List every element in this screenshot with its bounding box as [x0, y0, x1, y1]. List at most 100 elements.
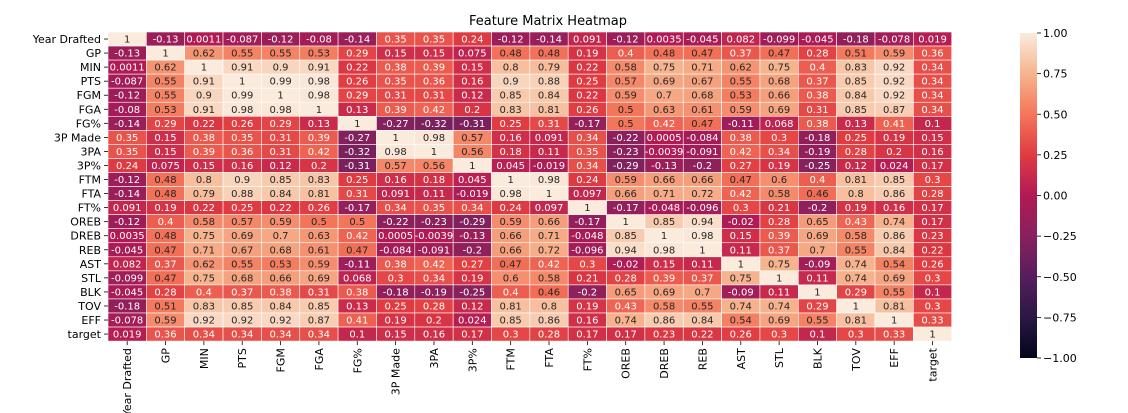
colorbar-gradient: [1020, 33, 1037, 358]
cell-value-label: -0.29: [613, 161, 639, 172]
cell-value-label: -0.045: [686, 35, 718, 46]
cell-value-label: 0.4: [810, 63, 826, 74]
cell-value-label: 0.46: [806, 189, 828, 200]
cell-value-label: 0.65: [615, 287, 637, 298]
cell-value-label: 0.35: [576, 147, 598, 158]
cell-value-label: 0.26: [308, 203, 330, 214]
cell-value-label: -0.18: [114, 301, 140, 312]
cell-value-label: 0.71: [538, 231, 560, 242]
cell-value-label: 0.59: [615, 175, 637, 186]
cell-value-label: 0.7: [694, 287, 710, 298]
cell-value-label: 0.29: [346, 49, 368, 60]
cell-value-label: -0.2: [578, 287, 598, 298]
cell-value-label: 0.47: [500, 259, 522, 270]
x-tick-label: FTM: [505, 348, 518, 370]
cell-value-label: 0.39: [384, 105, 406, 116]
cell-value-label: 0.69: [768, 316, 790, 327]
cell-value-label: 0.66: [538, 217, 560, 228]
cell-value-label: 0.85: [308, 301, 330, 312]
cell-value-label: 0.12: [461, 301, 483, 312]
cell-value-label: 0.98: [384, 147, 406, 158]
cell-value-label: 0.3: [848, 330, 864, 341]
cell-value-label: -0.17: [344, 203, 370, 214]
cell-value-label: 0.58: [768, 189, 790, 200]
cell-value-label: -0.0039: [645, 147, 684, 158]
cell-value-label: 0.22: [576, 91, 598, 102]
cell-value-label: 1: [124, 35, 130, 46]
cell-value-label: 0.68: [269, 245, 291, 256]
cell-value-label: -0.09: [805, 259, 831, 270]
cell-value-label: 0.15: [384, 49, 406, 60]
cell-value-label: 0.48: [500, 49, 522, 60]
colorbar-tick-label: −0.75: [1043, 311, 1077, 324]
cell-value-label: 0.48: [154, 175, 176, 186]
cell-value-label: 0.85: [615, 231, 637, 242]
cell-value-label: -0.14: [114, 189, 140, 200]
cell-value-label: 0.082: [113, 259, 142, 270]
cell-value-label: 0.3: [771, 133, 787, 144]
heatmap-cells: 1 -0.13 0.0011 -0.087 -0.12 -0.08 -0.14 0.35 0.3…: [107, 31, 952, 342]
cell-value-label: 0.22: [346, 63, 368, 74]
cell-value-label: 0.9: [503, 77, 519, 88]
cell-value-label: 0.38: [806, 91, 828, 102]
cell-value-label: 0.43: [615, 301, 637, 312]
cell-value-label: 0.84: [691, 316, 713, 327]
cell-value-label: 0.1: [925, 119, 941, 130]
cell-value-label: 0.12: [269, 161, 291, 172]
cell-value-label: 0.42: [730, 189, 752, 200]
cell-value-label: 0.81: [500, 301, 522, 312]
cell-value-label: 0.7: [273, 231, 289, 242]
cell-value-label: 0.9: [196, 91, 212, 102]
cell-value-label: -0.045: [801, 35, 833, 46]
cell-value-label: 0.59: [269, 217, 291, 228]
cell-value-label: 0.85: [845, 105, 867, 116]
cell-value-label: 0.53: [308, 49, 330, 60]
cell-value-label: 0.1: [349, 330, 365, 341]
cell-value-label: 0.98: [269, 105, 291, 116]
x-tick-label: FTA: [543, 348, 556, 368]
cell-value-label: 0.63: [653, 105, 675, 116]
cell-value-label: 0.38: [806, 119, 828, 130]
cell-value-label: 0.19: [576, 49, 598, 60]
cell-value-label: -0.02: [613, 259, 639, 270]
cell-value-label: 0.84: [883, 245, 905, 256]
cell-value-label: -0.17: [574, 119, 600, 130]
y-tick-label: REB: [79, 244, 101, 257]
cell-value-label: 0.67: [231, 245, 253, 256]
cell-value-label: 0.29: [269, 119, 291, 130]
x-tick-label: TOV: [850, 348, 863, 372]
cell-value-label: 0.38: [730, 133, 752, 144]
cell-value-label: -0.12: [114, 175, 140, 186]
cell-value-label: 0.66: [768, 91, 790, 102]
cell-value-label: 0.17: [921, 203, 943, 214]
cell-value-label: 1: [584, 203, 590, 214]
cell-value-label: 0.81: [845, 175, 867, 186]
cell-value-label: 0.31: [538, 119, 560, 130]
cell-value-label: 0.55: [730, 77, 752, 88]
cell-value-label: 0.29: [346, 91, 368, 102]
cell-value-label: 0.11: [538, 147, 560, 158]
cell-value-label: 0.91: [193, 77, 215, 88]
cell-value-label: 0.35: [116, 133, 138, 144]
cell-value-label: -0.19: [805, 147, 831, 158]
cell-value-label: 0.99: [231, 91, 253, 102]
cell-value-label: 0.091: [535, 133, 564, 144]
cell-value-label: 0.55: [269, 49, 291, 60]
x-tick-label: FG%: [351, 348, 364, 373]
cell-value-label: 0.39: [423, 63, 445, 74]
cell-value-label: 0.47: [691, 119, 713, 130]
cell-value-label: 0.26: [730, 330, 752, 341]
cell-value-label: 0.47: [691, 49, 713, 60]
cell-value-label: 0.31: [384, 91, 406, 102]
cell-value-label: 0.98: [231, 105, 253, 116]
cell-value-label: 0.35: [231, 133, 253, 144]
cell-value-label: -0.087: [111, 77, 143, 88]
cell-value-label: 0.88: [231, 189, 253, 200]
cell-value-label: -0.17: [613, 203, 639, 214]
cell-value-label: 0.4: [503, 287, 519, 298]
colorbar-tick-label: 0.00: [1043, 190, 1068, 203]
cell-value-label: 0.28: [768, 217, 790, 228]
cell-value-label: -0.22: [383, 217, 409, 228]
cell-value-label: 0.85: [269, 175, 291, 186]
cell-value-label: 0.68: [231, 273, 253, 284]
